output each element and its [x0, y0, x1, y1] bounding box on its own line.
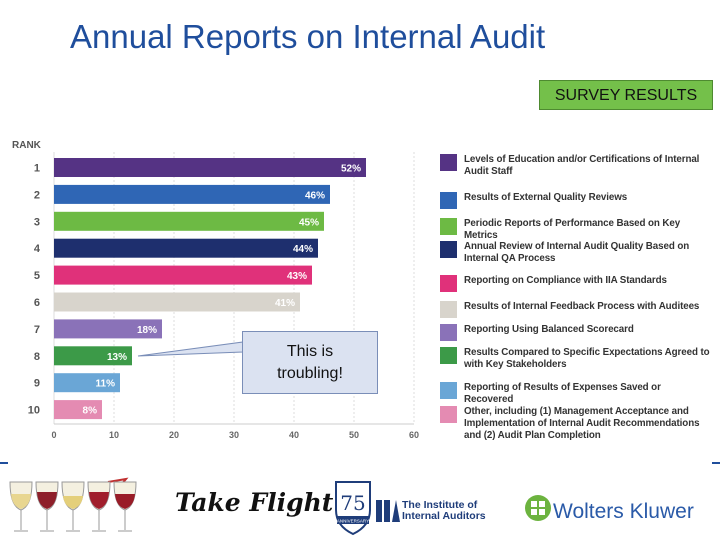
legend-swatch [440, 406, 457, 423]
bar [54, 238, 318, 258]
bar-value-label: 52% [341, 164, 361, 175]
wine-glass-icon [113, 481, 137, 532]
page-title: Annual Reports on Internal Audit [70, 18, 546, 55]
legend-item: Periodic Reports of Performance Based on… [440, 218, 710, 242]
iia-name: The Institute of Internal Auditors [402, 500, 486, 522]
bar [54, 158, 366, 177]
legend-item: Reporting on Compliance with IIA Standar… [440, 275, 667, 292]
legend-label: Reporting of Results of Expenses Saved o… [464, 382, 661, 405]
wine-glass-icon [9, 481, 33, 532]
rank-number: 8 [34, 351, 40, 363]
legend-item: Annual Review of Internal Audit Quality … [440, 241, 710, 265]
legend-item: Reporting of Results of Expenses Saved o… [440, 382, 710, 406]
legend-item: Other, including (1) Management Acceptan… [440, 406, 710, 442]
bar [54, 346, 132, 366]
bar-value-label: 46% [305, 190, 325, 201]
bar-value-label: 45% [299, 217, 319, 228]
legend-label: Other, including (1) Management Acceptan… [464, 406, 700, 441]
legend-label: Reporting Using Balanced Scorecard [464, 324, 634, 335]
divider-right [712, 462, 720, 464]
x-tick-label: 30 [229, 430, 239, 440]
rank-number: 2 [34, 189, 40, 201]
bar-value-label: 11% [96, 379, 116, 390]
bar-chart: RANK 52% 46% 45% 44% 43% 41% 18% 13% 11% 8% 1 2 3 4 5… [12, 140, 419, 440]
legend-swatch [440, 382, 457, 399]
rank-number: 9 [34, 378, 40, 390]
bar-value-label: 13% [107, 352, 127, 363]
callout-line-2: troubling! [277, 365, 343, 382]
legend-label: Levels of Education and/or Certification… [464, 154, 700, 177]
x-tick-label: 60 [409, 430, 419, 440]
legend-swatch [440, 192, 457, 209]
legend-item: Results Compared to Specific Expectation… [440, 347, 710, 371]
rank-number: 10 [28, 405, 40, 417]
rank-number: 1 [34, 163, 40, 175]
seal-ribbon: ANNIVERSARY [337, 519, 369, 524]
iia-logo-icon [376, 500, 400, 522]
legend-swatch [440, 324, 457, 341]
x-tick-label: 40 [289, 430, 299, 440]
rank-number: 7 [34, 324, 40, 336]
legend-swatch [440, 218, 457, 235]
wine-glass-icon [61, 481, 85, 532]
rank-number: 5 [34, 270, 40, 282]
bar-value-label: 44% [293, 244, 313, 255]
bar-value-label: 43% [287, 271, 307, 282]
seal-number: 75 [340, 491, 365, 515]
iia-line-2: Internal Auditors [402, 510, 486, 522]
wolters-kluwer-globe-icon [525, 495, 551, 521]
rank-number: 3 [34, 216, 40, 228]
x-tick-label: 10 [109, 430, 119, 440]
legend-item: Reporting Using Balanced Scorecard [440, 324, 634, 341]
legend-label: Results of Internal Feedback Process wit… [464, 301, 700, 312]
x-tick-label: 0 [51, 430, 56, 440]
bar [54, 265, 312, 285]
legend-swatch [440, 347, 457, 364]
legend-item: Levels of Education and/or Certification… [440, 154, 710, 178]
x-tick-label: 20 [169, 430, 179, 440]
wolters-kluwer-logo: Wolters Kluwer [553, 500, 694, 523]
wine-glass-icon [87, 481, 111, 532]
legend-swatch [440, 301, 457, 318]
bar [54, 211, 324, 231]
callout-line-1: This is [286, 343, 334, 360]
legend-label: Results of External Quality Reviews [464, 192, 628, 203]
rank-number: 4 [34, 243, 41, 255]
divider-left [0, 462, 8, 464]
bar-value-label: 18% [137, 325, 157, 336]
bar-value-label: 8% [83, 406, 98, 417]
bar [54, 184, 330, 204]
bar [54, 319, 162, 339]
rank-number: 6 [34, 297, 40, 309]
bar [54, 400, 102, 420]
legend-label: Periodic Reports of Performance Based on… [464, 218, 681, 241]
legend-label: Reporting on Compliance with IIA Standar… [464, 275, 667, 286]
callout-box: This is troubling! [242, 331, 378, 394]
x-tick-label: 50 [349, 430, 359, 440]
survey-results-badge: SURVEY RESULTS [539, 80, 713, 110]
anniversary-seal-icon: 75 ANNIVERSARY [335, 481, 371, 536]
legend-swatch [440, 275, 457, 292]
legend-swatch [440, 241, 457, 258]
bar [54, 373, 120, 393]
legend-item: Results of External Quality Reviews [440, 192, 627, 209]
bar [54, 292, 300, 312]
take-flight-logo: Take Flight [175, 488, 334, 517]
legend-item: Results of Internal Feedback Process wit… [440, 301, 699, 318]
iia-line-1: The Institute of [402, 499, 478, 511]
legend-label: Annual Review of Internal Audit Quality … [464, 241, 690, 264]
wine-glass-icon [35, 481, 59, 532]
legend-swatch [440, 154, 457, 171]
rank-label: RANK [12, 140, 42, 151]
legend-label: Results Compared to Specific Expectation… [464, 347, 710, 370]
bar-value-label: 41% [275, 298, 295, 309]
wine-glasses-image [9, 477, 137, 532]
footer-logos: Take Flight 75 ANNIVERSARY The Institute… [0, 470, 720, 540]
